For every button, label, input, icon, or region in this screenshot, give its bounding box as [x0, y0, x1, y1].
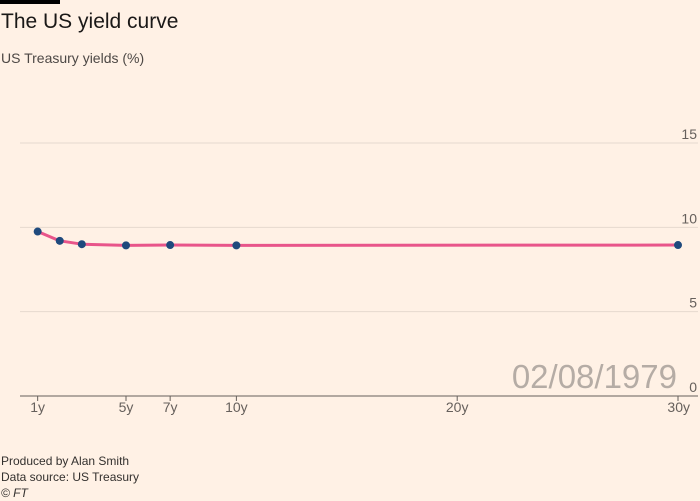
x-tick-label: 10y [225, 399, 248, 415]
data-point [33, 227, 42, 236]
data-point [166, 241, 175, 250]
chart-subtitle: US Treasury yields (%) [1, 50, 145, 66]
y-tick-label: 0 [689, 379, 697, 395]
data-source: Data source: US Treasury [1, 470, 140, 484]
producer-credit: Produced by Alan Smith [1, 454, 130, 468]
data-point [121, 241, 130, 250]
data-point [232, 241, 241, 250]
x-tick-label: 5y [119, 399, 134, 415]
x-tick-label: 30y [667, 399, 690, 415]
copyright: © FT [1, 486, 28, 500]
yield-line [36, 230, 680, 247]
date-label: 02/08/1979 [512, 358, 677, 395]
chart-footer: Produced by Alan Smith Data source: US T… [1, 453, 139, 501]
data-point [77, 240, 86, 249]
x-tick-label: 7y [163, 399, 178, 415]
brand-bar [0, 0, 60, 4]
y-tick-label: 15 [681, 126, 697, 142]
x-tick-label: 1y [30, 399, 45, 415]
x-tick-label: 20y [446, 399, 469, 415]
data-point [55, 236, 64, 245]
data-point [674, 241, 682, 250]
y-tick-label: 10 [681, 210, 697, 226]
y-tick-label: 5 [689, 295, 697, 311]
chart-title: The US yield curve [1, 10, 179, 33]
